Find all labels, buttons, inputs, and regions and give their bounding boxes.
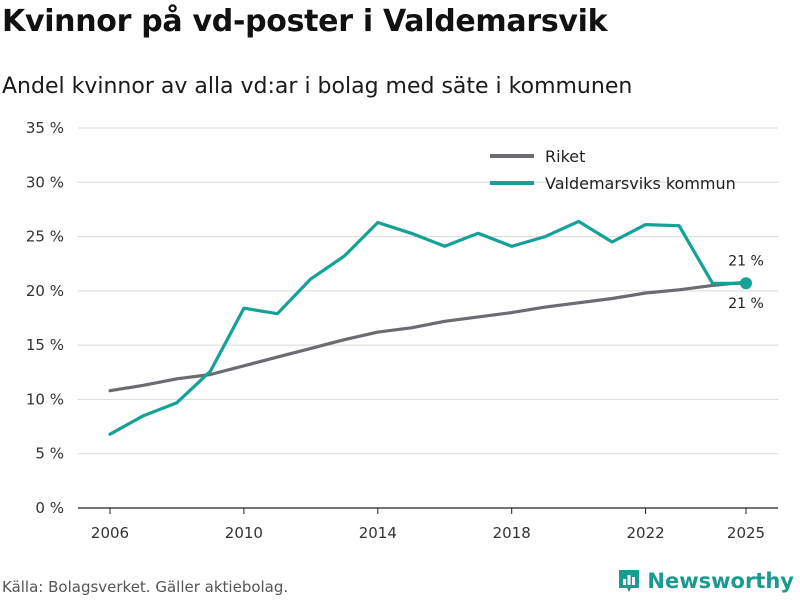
source-note: Källa: Bolagsverket. Gäller aktiebolag. [2, 578, 289, 596]
chart-subtitle: Andel kvinnor av alla vd:ar i bolag med … [2, 74, 633, 99]
data-label: 21 % [728, 296, 764, 312]
x-tick-label: 2006 [91, 524, 129, 542]
y-tick-label: 20 % [26, 282, 64, 300]
y-tick-label: 15 % [26, 336, 64, 354]
y-tick-label: 5 % [35, 445, 64, 463]
y-tick-label: 0 % [35, 499, 64, 517]
x-tick-label: 2025 [727, 524, 765, 542]
y-tick-label: 25 % [26, 228, 64, 246]
data-labels: 21 % 21 % [728, 253, 764, 312]
gridlines [78, 127, 778, 509]
series-line-riket [108, 280, 748, 393]
y-axis-ticks: 0 % 5 % 10 % 15 % 20 % 25 % 30 % 35 % [26, 119, 64, 517]
page-title: Kvinnor på vd-poster i Valdemarsvik [2, 4, 608, 39]
legend-label: Riket [545, 147, 585, 166]
y-tick-label: 30 % [26, 173, 64, 191]
data-label: 21 % [728, 253, 764, 269]
series-lines [108, 219, 752, 436]
y-tick-label: 35 % [26, 119, 64, 137]
legend: Riket Valdemarsviks kommun [490, 147, 736, 193]
series-line-valdemarsvik [108, 219, 748, 436]
legend-label: Valdemarsviks kommun [545, 174, 736, 193]
x-tick-label: 2014 [359, 524, 397, 542]
brand-logo: Newsworthy [617, 568, 794, 594]
x-tick-label: 2010 [225, 524, 263, 542]
x-axis: 2006 2010 2014 2018 2022 2025 [91, 508, 765, 542]
bar-chart-logo-icon [619, 570, 640, 592]
x-tick-label: 2022 [626, 524, 664, 542]
y-tick-label: 10 % [26, 390, 64, 408]
brand-name: Newsworthy [647, 569, 794, 593]
end-marker [740, 277, 752, 290]
x-tick-label: 2018 [493, 524, 531, 542]
